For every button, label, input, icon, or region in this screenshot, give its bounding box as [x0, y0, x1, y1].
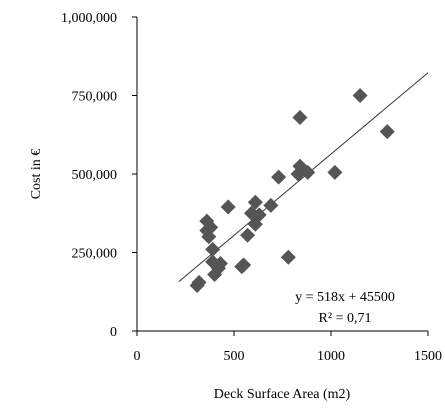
- data-point: [379, 124, 395, 140]
- trendline: [178, 72, 429, 283]
- data-point: [240, 227, 256, 243]
- tick-marks: [132, 16, 429, 336]
- data-point: [205, 241, 221, 257]
- data-point: [191, 274, 207, 290]
- x-tick-label: 1500: [414, 349, 442, 364]
- data-point: [236, 257, 252, 273]
- data-point: [352, 88, 368, 103]
- x-tick-label: 500: [224, 349, 245, 364]
- y-tick-label: 0: [110, 325, 117, 340]
- y-tick-label: 500,000: [72, 168, 118, 183]
- data-point: [263, 197, 279, 213]
- y-tick-label: 750,000: [72, 90, 118, 105]
- data-point: [212, 255, 228, 271]
- data-point: [300, 164, 316, 180]
- data-point: [292, 109, 308, 125]
- trendline-equation: y = 518x + 45500: [295, 290, 395, 305]
- tick-labels: 0 250,000 500,000 750,000 1,000,000 0 500 1000 1…: [61, 11, 442, 364]
- x-tick-label: 0: [134, 349, 141, 364]
- data-points: [189, 88, 395, 293]
- data-point: [327, 164, 343, 180]
- x-axis-title: Deck Surface Area (m2): [214, 387, 351, 402]
- trendline-layer: [178, 72, 429, 283]
- data-point: [251, 207, 267, 223]
- data-point: [280, 249, 296, 265]
- y-tick-label: 1,000,000: [61, 11, 117, 26]
- data-point: [271, 169, 287, 185]
- y-tick-label: 250,000: [72, 247, 118, 262]
- data-point: [203, 219, 219, 235]
- x-tick-label: 1000: [317, 349, 345, 364]
- data-point: [247, 194, 263, 210]
- y-axis-title: Cost in €: [29, 149, 44, 200]
- data-point: [220, 199, 236, 215]
- r-squared-label: R² = 0,71: [319, 311, 372, 326]
